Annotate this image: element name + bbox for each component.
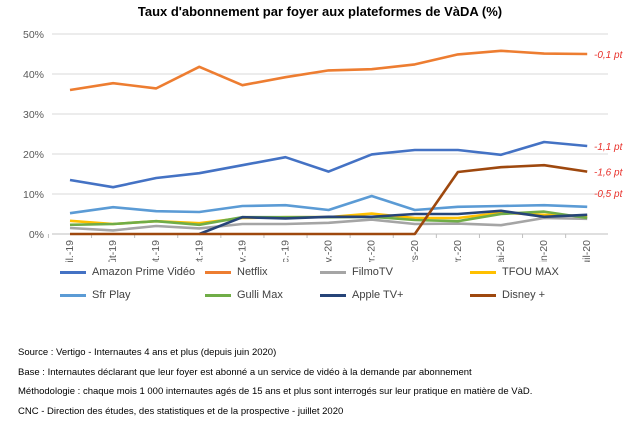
x-tick-label: juil.-19 [64,240,76,262]
x-tick-label: janv.-20 [323,240,335,262]
legend-item: TFOU MAX [470,266,559,278]
legend-item: Netflix [205,266,268,278]
x-tick-label: sept.-19 [150,240,162,262]
chart-title: Taux d'abonnement par foyer aux platefor… [137,4,503,19]
series-annotation: -0,1 pt [594,50,624,61]
legend-swatch [470,270,496,274]
legend-item: FilmoTV [320,266,393,278]
x-tick-label: août-19 [107,240,119,262]
y-tick-label: 40% [23,69,44,81]
legend-swatch [60,270,86,274]
legend-swatch [320,270,346,274]
series-line-apple-tv- [198,209,588,236]
x-tick-label: oct.-19 [193,240,205,262]
note-source: Source : Vertigo - Internautes 4 ans et … [18,347,277,358]
legend-label: Netflix [237,266,268,278]
x-tick-label: déc.-19 [280,240,292,262]
legend-swatch [470,293,496,297]
y-tick-label: 50% [23,29,44,41]
legend-item: Gulli Max [205,289,283,301]
series-line-sfr-play [69,194,588,215]
x-tick-label: avr.-20 [452,240,464,262]
legend-label: Sfr Play [92,289,131,301]
y-tick-label: 0% [29,229,44,241]
legend-label: Apple TV+ [352,289,404,301]
line-chart: 0% 10% 20% 30% 40% 50% juil.-19 août-19 sept.-19… [23,29,624,262]
legend-label: FilmoTV [352,266,393,278]
series-line-amazon-prime-vid-o [69,140,588,189]
legend-swatch [60,293,86,297]
notes: Source : Vertigo - Internautes 4 ans et … [18,347,532,425]
x-tick-label: mars-20 [409,240,421,262]
legend-swatch [205,293,231,297]
series-annotation: -0,5 pt [594,189,624,200]
legend-item: Amazon Prime Vidéo [60,266,195,278]
chart-legend: Amazon Prime Vidéo Netflix FilmoTV TFOU MAX… [0,262,640,312]
x-tick-label: févr.-20 [366,240,378,262]
legend-label: Gulli Max [237,289,283,301]
legend-label: TFOU MAX [502,266,559,278]
legend-item: Apple TV+ [320,289,403,301]
note-methodology: Méthodologie : chaque mois 1 000 interna… [18,386,533,397]
y-tick-label: 30% [23,109,44,121]
legend-label: Amazon Prime Vidéo [92,266,196,278]
note-credit: CNC - Direction des études, des statisti… [18,405,344,417]
y-tick-label: 10% [23,189,44,201]
legend-label: Disney + [502,289,546,301]
legend-swatch [205,270,231,274]
x-tick-label: mai-20 [495,240,507,262]
series-line-filmotv [69,216,588,232]
note-base: Base : Internautes déclarant que leur fo… [18,366,472,378]
series-annotation: -1,1 pt [594,142,624,153]
legend-item: Sfr Play [60,289,131,301]
legend-swatch [320,293,346,297]
series-annotation: -1,6 pt [594,168,624,179]
legend-item: Disney + [470,289,545,301]
x-tick-label: nov.-19 [236,240,248,262]
x-tick-label: juil-20 [581,240,593,262]
x-tick-label: juin-20 [538,240,550,262]
y-tick-label: 20% [23,149,44,161]
